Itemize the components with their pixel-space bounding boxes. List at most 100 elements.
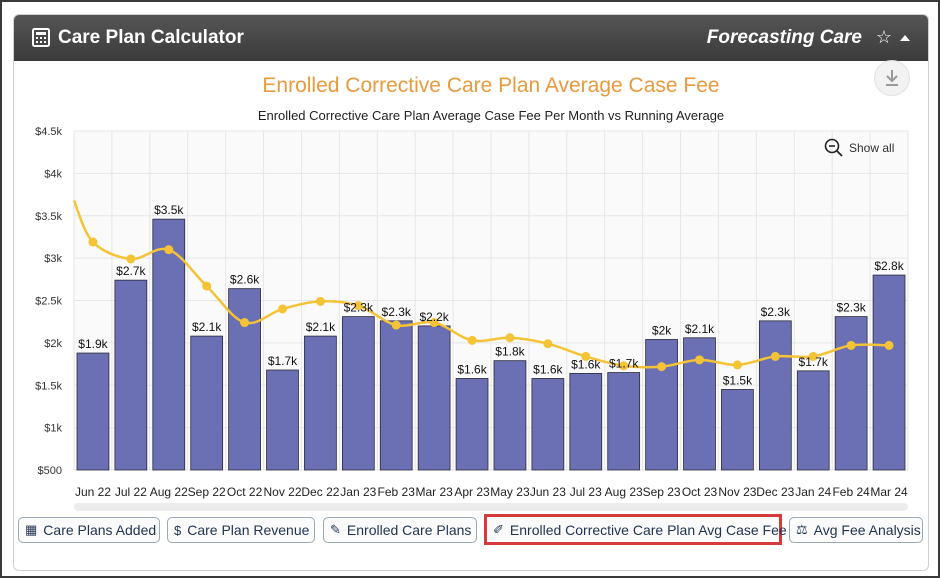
x-tick-label: Sep 23 [643, 485, 681, 499]
horizontal-scrollbar [74, 503, 908, 511]
line-point [353, 301, 363, 311]
line-point [88, 237, 98, 247]
line-point [581, 351, 591, 361]
chart-subtitle: Enrolled Corrective Care Plan Average Ca… [258, 108, 724, 123]
bar-data-label: $2.3k [344, 301, 374, 315]
x-tick-label: Apr 23 [454, 485, 490, 499]
line-point [732, 360, 742, 370]
enrolled-corrective-avg-fee-button[interactable]: ✐ Enrolled Corrective Care Plan Avg Case… [484, 514, 787, 545]
line-point [695, 355, 704, 365]
bar [569, 372, 603, 471]
bar [379, 320, 413, 471]
bar-data-label: $2.1k [306, 320, 336, 334]
show-all-button[interactable]: Show all [824, 138, 894, 158]
bar [152, 218, 186, 471]
y-tick-label: $2k [44, 338, 62, 350]
show-all-label: Show all [849, 141, 895, 155]
bar-data-label: $1.8k [495, 345, 525, 359]
bar-data-label: $2.8k [874, 259, 904, 273]
line-point [505, 333, 515, 343]
line-point [202, 281, 212, 291]
bar-data-label: $2.2k [419, 310, 449, 324]
line-point [657, 362, 667, 372]
bar-data-label: $2.1k [192, 320, 222, 334]
x-tick-label: Feb 24 [832, 485, 870, 499]
line-point [846, 340, 856, 350]
x-tick-label: Nov 22 [263, 485, 301, 499]
line-point [278, 304, 287, 314]
x-tick-label: Jul 23 [570, 485, 602, 499]
bar [266, 369, 299, 471]
y-tick-label: $3.5k [35, 211, 62, 223]
bar-data-label: $2.6k [230, 273, 260, 287]
bar-data-label: $2.3k [382, 305, 412, 319]
care-plan-revenue-button[interactable]: $ Care Plan Revenue [167, 517, 315, 543]
bar [872, 274, 906, 471]
y-tick-label: $500 [38, 465, 62, 477]
dollar-icon: $ [174, 522, 182, 538]
bar-data-label: $1.7k [799, 355, 829, 369]
chart: $500 $1k $1.5k $2k $2.5k $3k $3.5k $4k $4.5k Enro… [35, 74, 909, 511]
line-point [240, 318, 250, 328]
x-tick-label: Jun 23 [530, 485, 566, 499]
bar-data-label: $1.9k [78, 337, 108, 351]
bar [341, 316, 375, 471]
bar [304, 335, 337, 471]
line-point [808, 351, 818, 361]
button-label: Care Plan Revenue [187, 522, 310, 538]
eraser-icon: ✐ [493, 521, 504, 537]
x-tick-label: Oct 23 [682, 485, 718, 499]
y-tick-label: $1.5k [35, 380, 62, 392]
star-icon[interactable]: ☆ [875, 27, 892, 48]
button-label: Enrolled Corrective Care Plan Avg Case F… [509, 521, 787, 538]
x-tick-label: Dec 23 [756, 485, 794, 499]
button-label: Avg Fee Analysis [813, 522, 921, 538]
y-tick-label: $2.5k [35, 296, 62, 308]
line-point [619, 361, 629, 371]
x-tick-label: Mar 23 [415, 485, 453, 499]
chart-title: Enrolled Corrective Care Plan Average Ca… [262, 74, 719, 97]
x-tick-label: Sep 22 [188, 485, 226, 499]
button-label: Enrolled Care Plans [346, 522, 472, 538]
care-plans-added-button[interactable]: ▦ Care Plans Added [18, 517, 160, 543]
zoom-out-icon [824, 138, 843, 157]
footer-nav: ▦ Care Plans Added $ Care Plan Revenue ✎… [2, 514, 940, 557]
calculator-icon: ▦ [25, 522, 38, 537]
pencil-icon: ✎ [330, 522, 341, 537]
x-tick-label: Dec 22 [301, 485, 339, 499]
y-tick-label: $1k [44, 423, 62, 435]
bar-data-label: $2.3k [836, 301, 866, 315]
bar-data-label: $1.6k [457, 362, 487, 376]
bar [190, 335, 224, 471]
bar [721, 389, 754, 471]
bar-data-label: $2k [652, 323, 672, 337]
line-point [126, 254, 136, 264]
y-tick-label: $4.5k [35, 126, 62, 138]
calculator-icon [32, 28, 50, 47]
bar [645, 339, 678, 471]
balance-scale-icon: ⚖ [796, 522, 808, 537]
enrolled-care-plans-button[interactable]: ✎ Enrolled Care Plans [323, 517, 477, 543]
line-point [391, 320, 401, 330]
panel-header: Care Plan Calculator Forecasting Care ☆ [14, 15, 928, 61]
bar [455, 378, 489, 471]
bar [607, 372, 641, 471]
bar-data-label: $2.7k [116, 264, 146, 278]
bar [758, 320, 792, 471]
avg-fee-analysis-button[interactable]: ⚖ Avg Fee Analysis [789, 517, 923, 543]
collapse-caret-icon[interactable] [900, 35, 910, 41]
bar [76, 352, 110, 471]
download-icon [886, 70, 898, 86]
page-title: Care Plan Calculator [58, 27, 244, 48]
y-tick-label: $4k [44, 168, 62, 180]
x-tick-label: Jun 22 [75, 485, 111, 499]
x-tick-label: Aug 23 [605, 485, 643, 499]
x-tick-label: Jan 23 [340, 485, 376, 499]
download-button[interactable] [874, 60, 910, 96]
bar-data-label: $3.5k [154, 203, 184, 217]
bar-data-label: $1.6k [533, 362, 563, 376]
bar [493, 360, 527, 471]
line-point [884, 340, 894, 350]
line-point [429, 318, 439, 328]
